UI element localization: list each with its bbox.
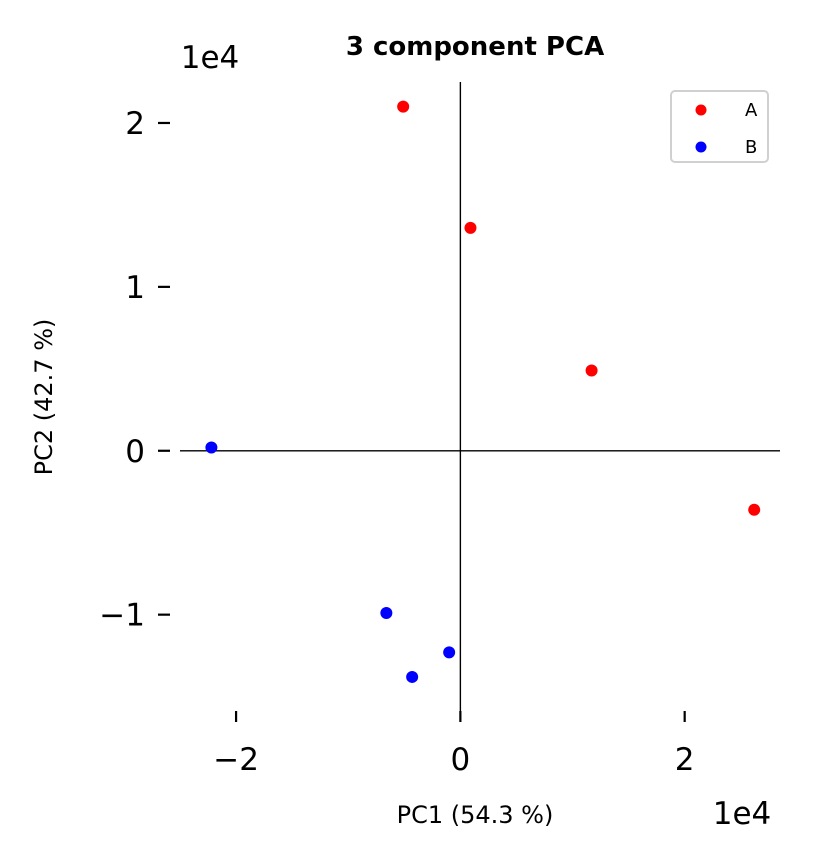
point-series-A	[585, 364, 598, 377]
point-series-B	[380, 607, 393, 620]
legend-marker-A	[695, 104, 707, 116]
legend: AB	[670, 90, 769, 163]
x-tick-label: 2	[675, 742, 695, 778]
data-points	[205, 100, 761, 683]
point-series-A	[748, 503, 761, 516]
y-tick-label: 2	[125, 106, 145, 142]
x-offset-label: 1e4	[713, 796, 772, 832]
legend-label-B: B	[745, 137, 757, 158]
point-series-B	[443, 646, 456, 659]
point-series-B	[205, 441, 218, 454]
y-axis-label: PC2 (42.7 %)	[30, 319, 58, 476]
y-offset-label: 1e4	[181, 40, 240, 76]
point-series-A	[397, 100, 410, 113]
y-tick-label: 0	[125, 434, 145, 470]
x-tick-label: 0	[451, 742, 471, 778]
point-series-A	[464, 221, 477, 234]
legend-label-A: A	[745, 100, 758, 121]
x-tick-label: −2	[213, 742, 259, 778]
axes	[180, 82, 780, 713]
ticks: −2 0 2 −1 0 1 2	[99, 106, 694, 778]
legend-marker-B	[695, 141, 707, 153]
point-series-B	[406, 670, 419, 683]
chart-title: 3 component PCA	[346, 32, 604, 62]
legend-box	[670, 90, 769, 163]
y-tick-label: 1	[125, 270, 145, 306]
x-axis-label: PC1 (54.3 %)	[397, 801, 554, 829]
y-tick-label: −1	[99, 598, 145, 634]
